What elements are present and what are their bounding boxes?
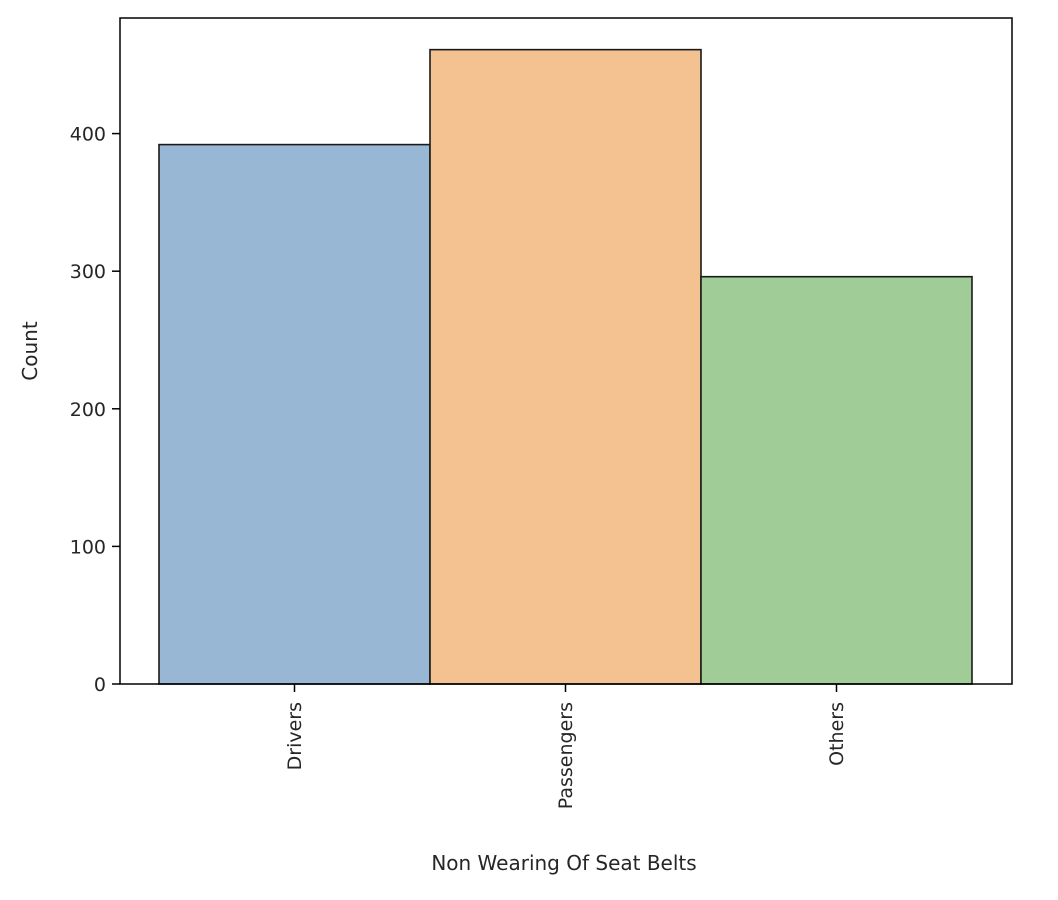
x-tick-label-others: Others: [826, 702, 848, 766]
x-axis-title: Non Wearing Of Seat Belts: [431, 851, 696, 875]
y-tick-label: 200: [70, 399, 106, 421]
x-axis: Drivers Passengers Others: [284, 684, 848, 809]
y-tick-label: 300: [70, 261, 106, 283]
y-tick-label: 400: [70, 124, 106, 146]
x-tick-label-drivers: Drivers: [284, 702, 306, 770]
y-tick-label: 0: [94, 674, 106, 696]
bar-others: [700, 275, 973, 685]
bars-group: [158, 48, 973, 685]
y-axis-title: Count: [18, 321, 42, 381]
y-axis: 0 100 200 300 400: [70, 124, 120, 696]
bar-passengers: [429, 48, 702, 685]
x-tick-label-passengers: Passengers: [555, 702, 577, 809]
bar-drivers: [158, 143, 431, 685]
y-tick-label: 100: [70, 536, 106, 558]
